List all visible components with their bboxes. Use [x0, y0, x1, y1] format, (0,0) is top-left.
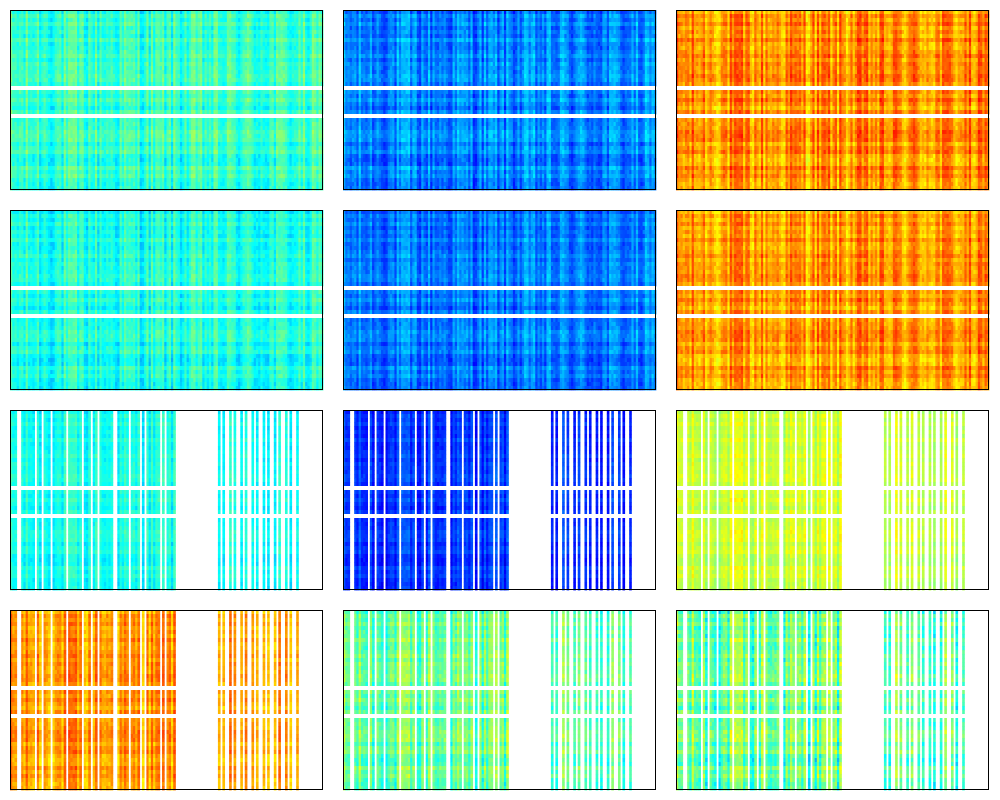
heatmap-panel-r1-c1: [10, 10, 323, 190]
